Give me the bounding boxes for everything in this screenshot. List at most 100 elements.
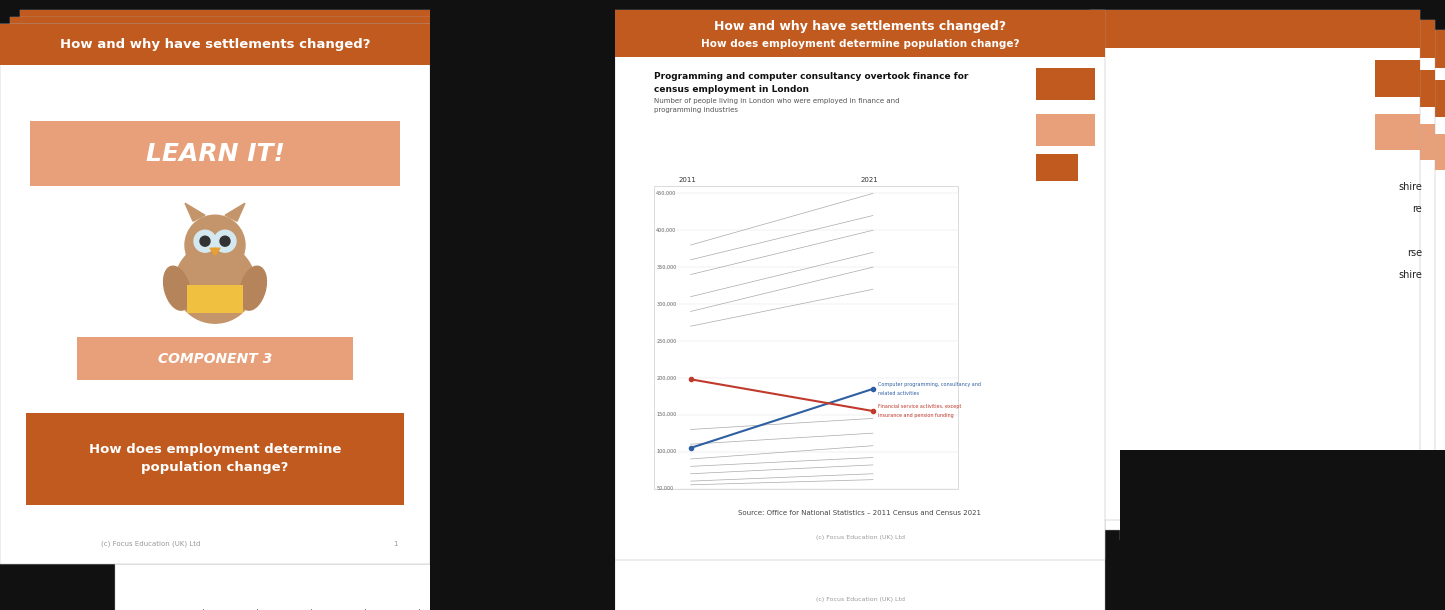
Text: How does employment determine: How does employment determine (88, 443, 341, 456)
Bar (10, 17, 439, 57)
Circle shape (194, 230, 215, 252)
Text: re: re (1412, 204, 1422, 214)
Bar (1090, 10, 1420, 48)
Text: How and why have settlements changed?: How and why have settlements changed? (714, 20, 1006, 33)
Bar (431, 0, 616, 610)
Text: t in: t in (490, 279, 509, 289)
Text: 350,000: 350,000 (656, 265, 676, 270)
Text: (c) Focus Education (UK) Ltd: (c) Focus Education (UK) Ltd (101, 540, 201, 547)
Bar (540, 0, 616, 610)
Text: shire: shire (1399, 270, 1422, 280)
Bar (1376, 113, 1420, 150)
Text: 250,000: 250,000 (656, 339, 676, 343)
Text: 300,000: 300,000 (656, 301, 676, 307)
Bar (20, 10, 449, 550)
Bar (1390, 71, 1435, 107)
Text: d: d (490, 148, 497, 157)
Text: 1: 1 (393, 541, 397, 547)
Text: Source: Office for National Statistics – 2011 Census and Census 2021: Source: Office for National Statistics –… (738, 510, 981, 516)
Bar (616, 10, 1105, 57)
Bar (0, 24, 431, 564)
Bar (530, 88, 616, 124)
Text: 400,000: 400,000 (656, 228, 676, 233)
Text: rse: rse (1407, 248, 1422, 258)
Bar (1090, 10, 1420, 520)
Bar (616, 10, 1105, 560)
Text: e,: e, (490, 301, 500, 311)
Text: population change?: population change? (142, 461, 289, 474)
Bar (431, 55, 600, 545)
Bar (530, 182, 590, 214)
Text: census employment in London: census employment in London (655, 85, 809, 94)
Bar (1120, 450, 1445, 610)
Bar (10, 17, 439, 557)
Bar (78, 337, 353, 381)
Text: hop: hop (490, 235, 512, 245)
Circle shape (185, 215, 246, 275)
Bar (616, 390, 1105, 610)
Bar (514, 154, 600, 190)
Text: (c) Focus Education (UK) Ltd: (c) Focus Education (UK) Ltd (815, 500, 905, 504)
Bar (0, 24, 431, 65)
Bar (445, 40, 616, 530)
Bar (655, 186, 958, 489)
Text: areas mentioned.: areas mentioned. (144, 499, 230, 509)
Text: related activities: related activities (879, 391, 919, 396)
Bar (545, 74, 630, 109)
Bar (530, 140, 616, 174)
Bar (186, 285, 243, 313)
Bar (514, 104, 600, 139)
Text: Number of people living in London who were employed in finance and: Number of people living in London who we… (655, 98, 900, 104)
Text: LEARN IT!: LEARN IT! (146, 142, 285, 165)
Bar (1390, 124, 1435, 160)
Ellipse shape (240, 266, 266, 310)
Text: 150,000: 150,000 (656, 412, 676, 417)
Bar (1036, 68, 1095, 100)
Bar (460, 25, 630, 62)
Text: 2021: 2021 (861, 177, 879, 183)
Text: 200,000: 200,000 (656, 375, 676, 380)
Text: ude to: ude to (490, 104, 526, 113)
Bar (0, 24, 431, 564)
Text: (c) Focus Education (UK) Ltd: (c) Focus Education (UK) Ltd (815, 598, 905, 603)
Bar (1120, 30, 1445, 540)
Text: Programming and computer consultancy overtook finance for: Programming and computer consultancy ove… (655, 72, 968, 81)
Bar (116, 360, 605, 610)
Bar (431, 55, 600, 92)
Text: programming industries: programming industries (655, 107, 738, 113)
Polygon shape (210, 248, 220, 255)
Text: Financial service activities, except: Financial service activities, except (879, 404, 961, 409)
Bar (1036, 154, 1078, 181)
Bar (26, 413, 405, 504)
Text: very: very (490, 126, 514, 135)
Bar (460, 25, 630, 515)
Circle shape (175, 243, 254, 323)
Text: they: they (490, 192, 514, 201)
Bar (1105, 20, 1435, 530)
Bar (1405, 81, 1445, 117)
Text: 450,000: 450,000 (656, 191, 676, 196)
Text: insurance and pension funding: insurance and pension funding (879, 413, 954, 418)
Polygon shape (225, 203, 246, 221)
Bar (1036, 113, 1095, 146)
Text: 50,000: 50,000 (656, 486, 673, 491)
Circle shape (214, 230, 236, 252)
Text: ion,: ion, (490, 257, 510, 267)
Text: 100,000: 100,000 (656, 449, 676, 454)
Bar (445, 40, 616, 77)
Text: different places regarding land use and particularly the settlements in the: different places regarding land use and … (144, 451, 507, 461)
Text: Computer programming, consultancy and: Computer programming, consultancy and (879, 382, 981, 387)
Text: ent: ent (490, 323, 509, 334)
Ellipse shape (163, 266, 191, 310)
Bar (20, 10, 449, 51)
Text: shire: shire (1399, 182, 1422, 192)
Text: (c) Focus Education (UK) Ltd: (c) Focus Education (UK) Ltd (311, 552, 410, 558)
Polygon shape (185, 203, 205, 221)
Text: istry.: istry. (490, 170, 516, 179)
Text: How and why have settlements changed?: How and why have settlements changed? (59, 38, 370, 51)
Text: o to: o to (490, 345, 512, 356)
Bar (30, 121, 400, 186)
Circle shape (199, 236, 210, 246)
Bar (545, 168, 604, 199)
Bar (1105, 20, 1435, 58)
